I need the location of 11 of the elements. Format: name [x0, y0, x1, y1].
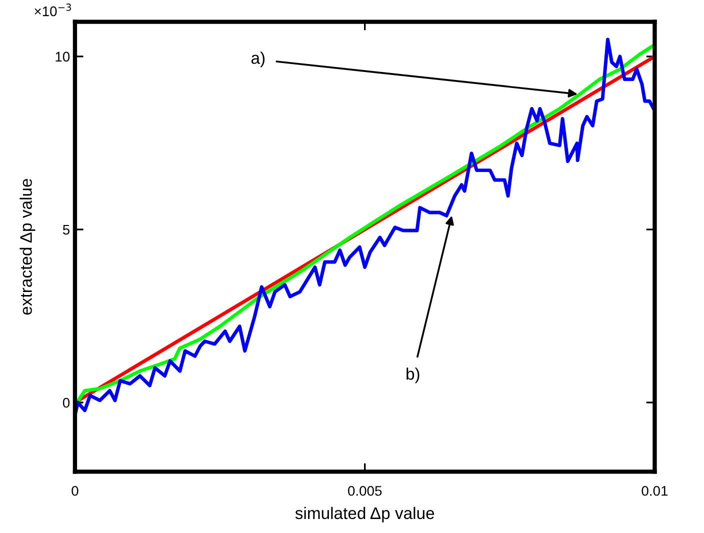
x-tick-label: 0 — [72, 486, 78, 496]
y-tick-label: 10 — [56, 52, 70, 62]
annotation: a) — [251, 52, 265, 68]
text: ×10$^{−3}$ — [34, 4, 71, 16]
y-tick-label: 5 — [62, 224, 70, 235]
x-axis-title: simulated Δp value — [295, 506, 434, 522]
y-axis-title: extracted Δp value — [20, 178, 36, 315]
x-tick-label: 0.005 — [348, 486, 382, 496]
annotation: b) — [406, 368, 420, 384]
x-tick-label: 0.01 — [642, 486, 668, 496]
y-tick-label: 0 — [62, 398, 70, 408]
